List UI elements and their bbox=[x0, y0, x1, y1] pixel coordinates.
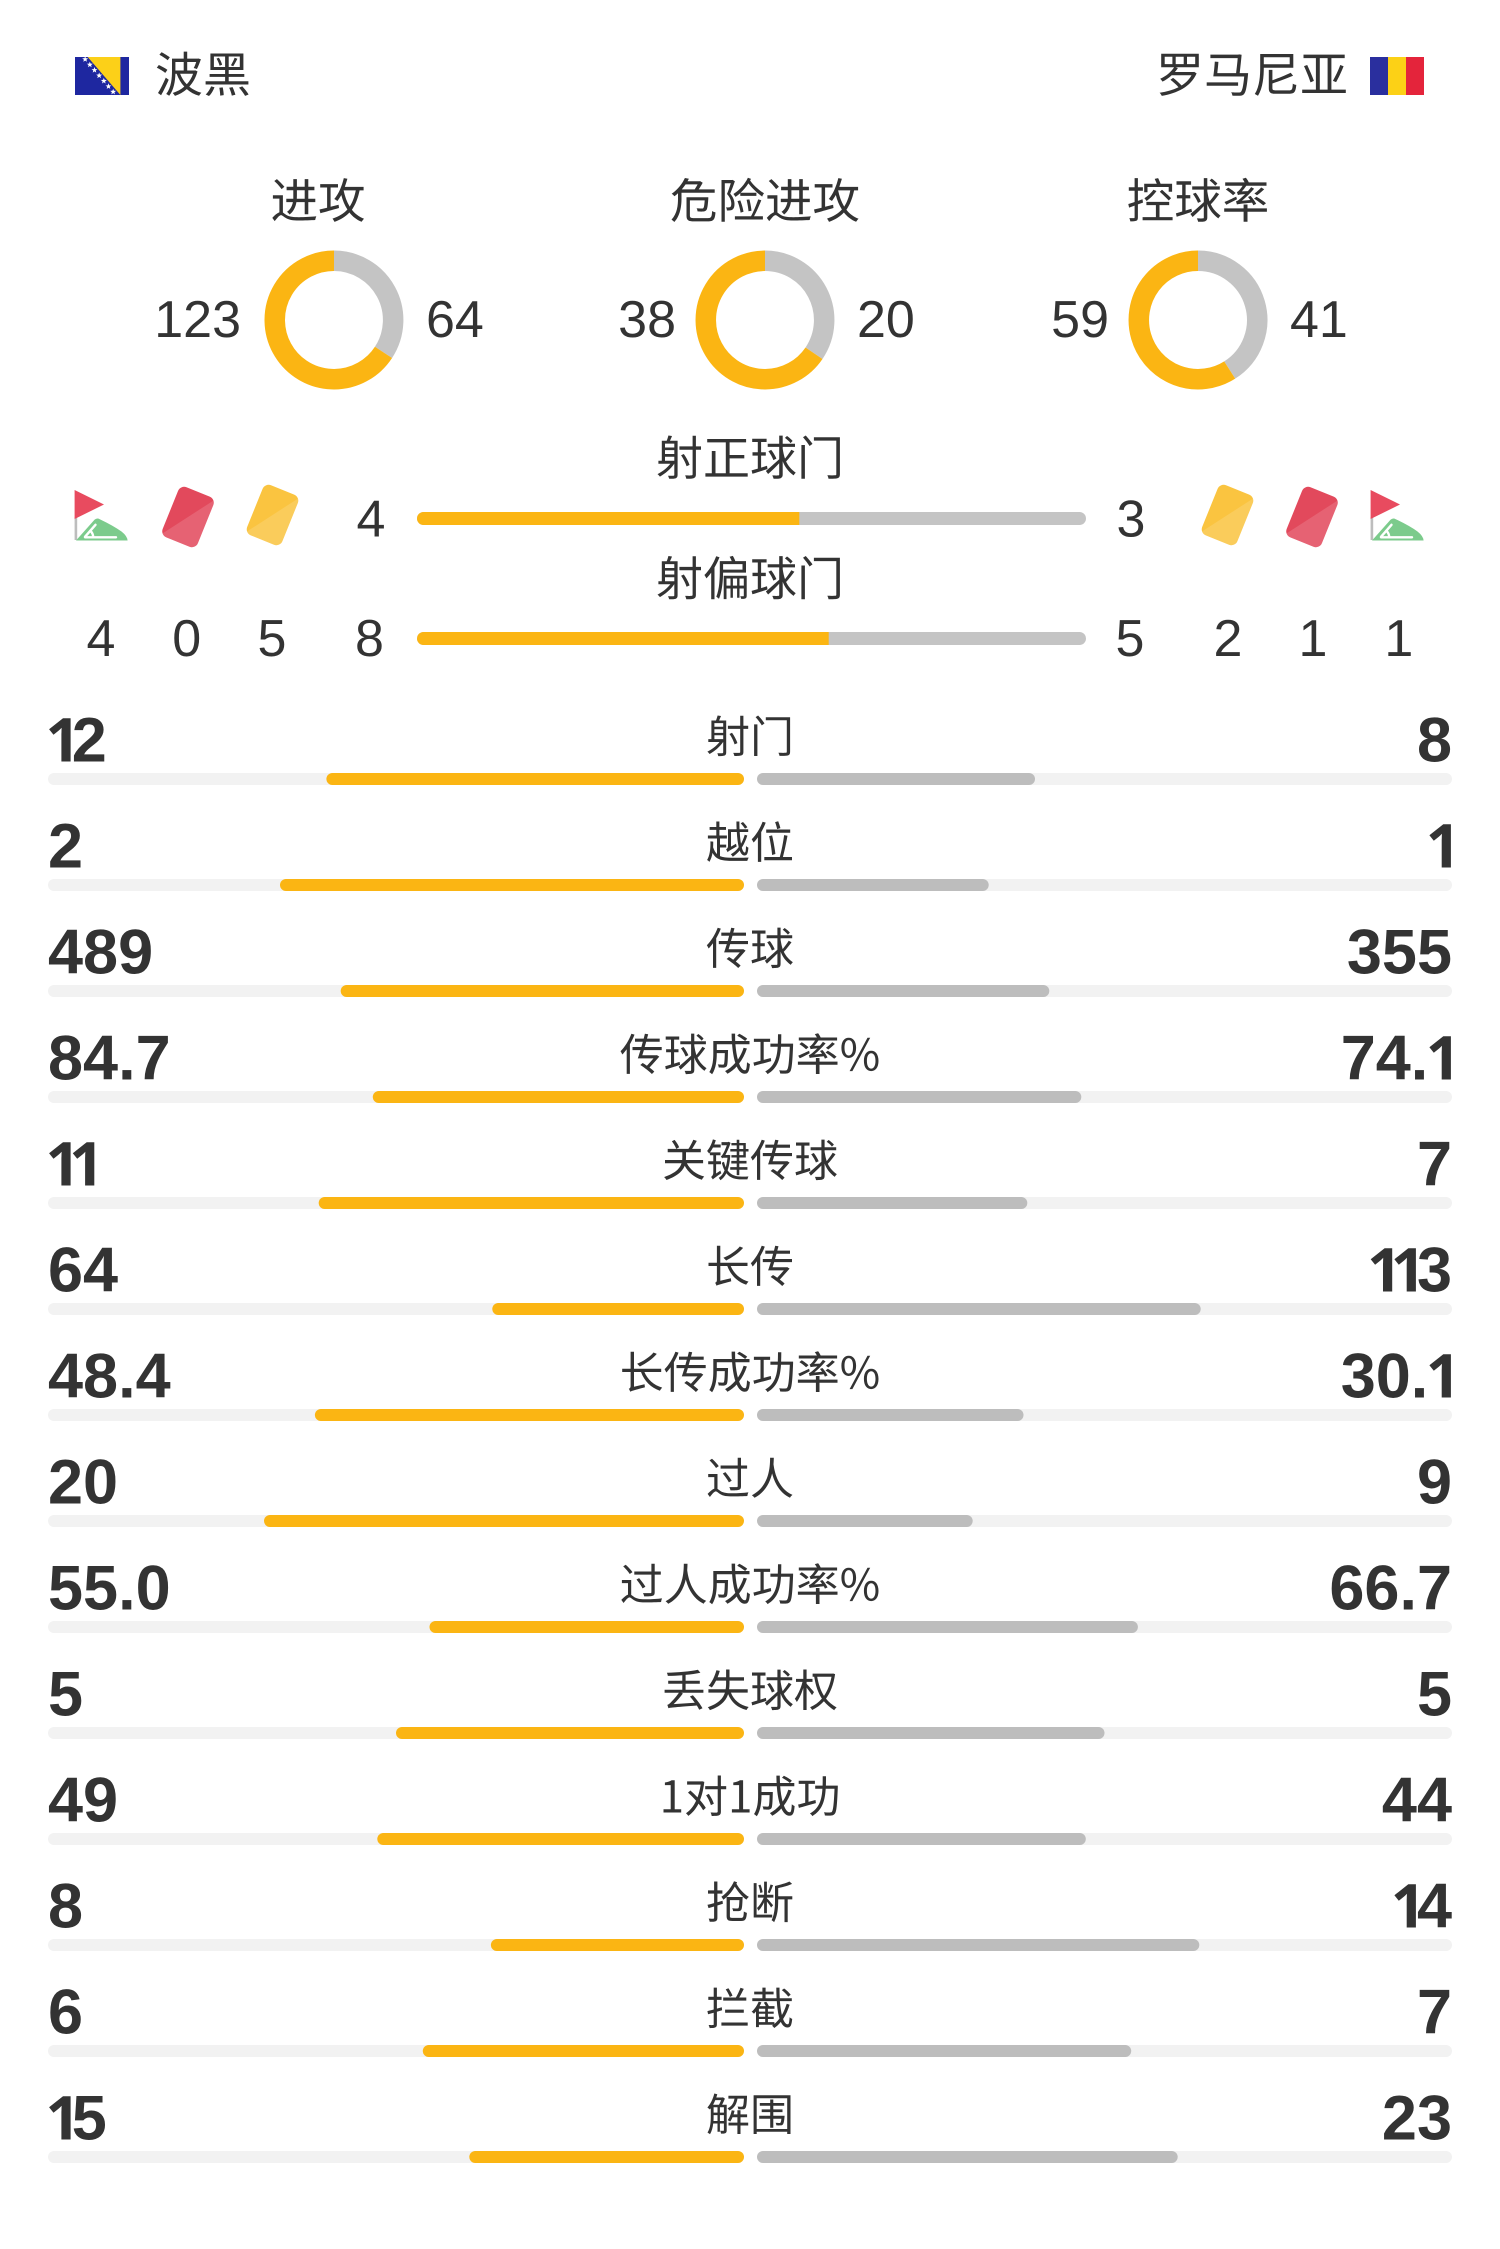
svg-text:6: 6 bbox=[48, 1978, 83, 2048]
svg-text:8: 8 bbox=[48, 1872, 83, 1942]
svg-text:8: 8 bbox=[355, 610, 384, 668]
svg-text:64: 64 bbox=[426, 291, 484, 349]
svg-text:4: 4 bbox=[357, 491, 386, 549]
svg-text:489: 489 bbox=[48, 918, 153, 988]
svg-text:30.: 30. bbox=[1341, 1342, 1429, 1412]
svg-text:7: 7 bbox=[1417, 1130, 1452, 1200]
svg-text:55.0: 55.0 bbox=[48, 1554, 171, 1624]
svg-text:7: 7 bbox=[1417, 1978, 1452, 2048]
svg-text:2: 2 bbox=[1213, 610, 1242, 668]
svg-text:20: 20 bbox=[48, 1448, 118, 1518]
svg-text:5: 5 bbox=[48, 1660, 83, 1730]
svg-text:2: 2 bbox=[48, 812, 83, 882]
svg-text:0: 0 bbox=[172, 610, 201, 668]
svg-text:1: 1 bbox=[1384, 610, 1413, 668]
svg-text:8: 8 bbox=[1417, 706, 1452, 776]
svg-text:9: 9 bbox=[1417, 1448, 1452, 1518]
svg-text:59: 59 bbox=[1051, 291, 1109, 349]
svg-text:3: 3 bbox=[1117, 491, 1146, 549]
svg-text:3: 3 bbox=[1417, 1236, 1452, 1306]
svg-text:38: 38 bbox=[618, 291, 676, 349]
svg-text:5: 5 bbox=[1116, 610, 1145, 668]
svg-text:5: 5 bbox=[72, 2084, 107, 2154]
svg-text:84.7: 84.7 bbox=[48, 1024, 171, 1094]
svg-text:355: 355 bbox=[1347, 918, 1452, 988]
svg-text:64: 64 bbox=[48, 1236, 118, 1306]
svg-text:23: 23 bbox=[1382, 2084, 1452, 2154]
svg-text:44: 44 bbox=[1382, 1766, 1452, 1836]
svg-text:5: 5 bbox=[258, 610, 287, 668]
svg-text:5: 5 bbox=[1417, 1660, 1452, 1730]
svg-text:20: 20 bbox=[857, 291, 915, 349]
svg-text:2: 2 bbox=[72, 706, 107, 776]
svg-text:49: 49 bbox=[48, 1766, 118, 1836]
svg-text:66.7: 66.7 bbox=[1329, 1554, 1452, 1624]
svg-text:4: 4 bbox=[1417, 1872, 1452, 1942]
svg-text:4: 4 bbox=[87, 610, 116, 668]
svg-text:48.4: 48.4 bbox=[48, 1342, 171, 1412]
svg-text:1: 1 bbox=[1299, 610, 1328, 668]
svg-text:74.: 74. bbox=[1341, 1024, 1429, 1094]
svg-text:123: 123 bbox=[154, 291, 241, 349]
svg-text:41: 41 bbox=[1290, 291, 1348, 349]
